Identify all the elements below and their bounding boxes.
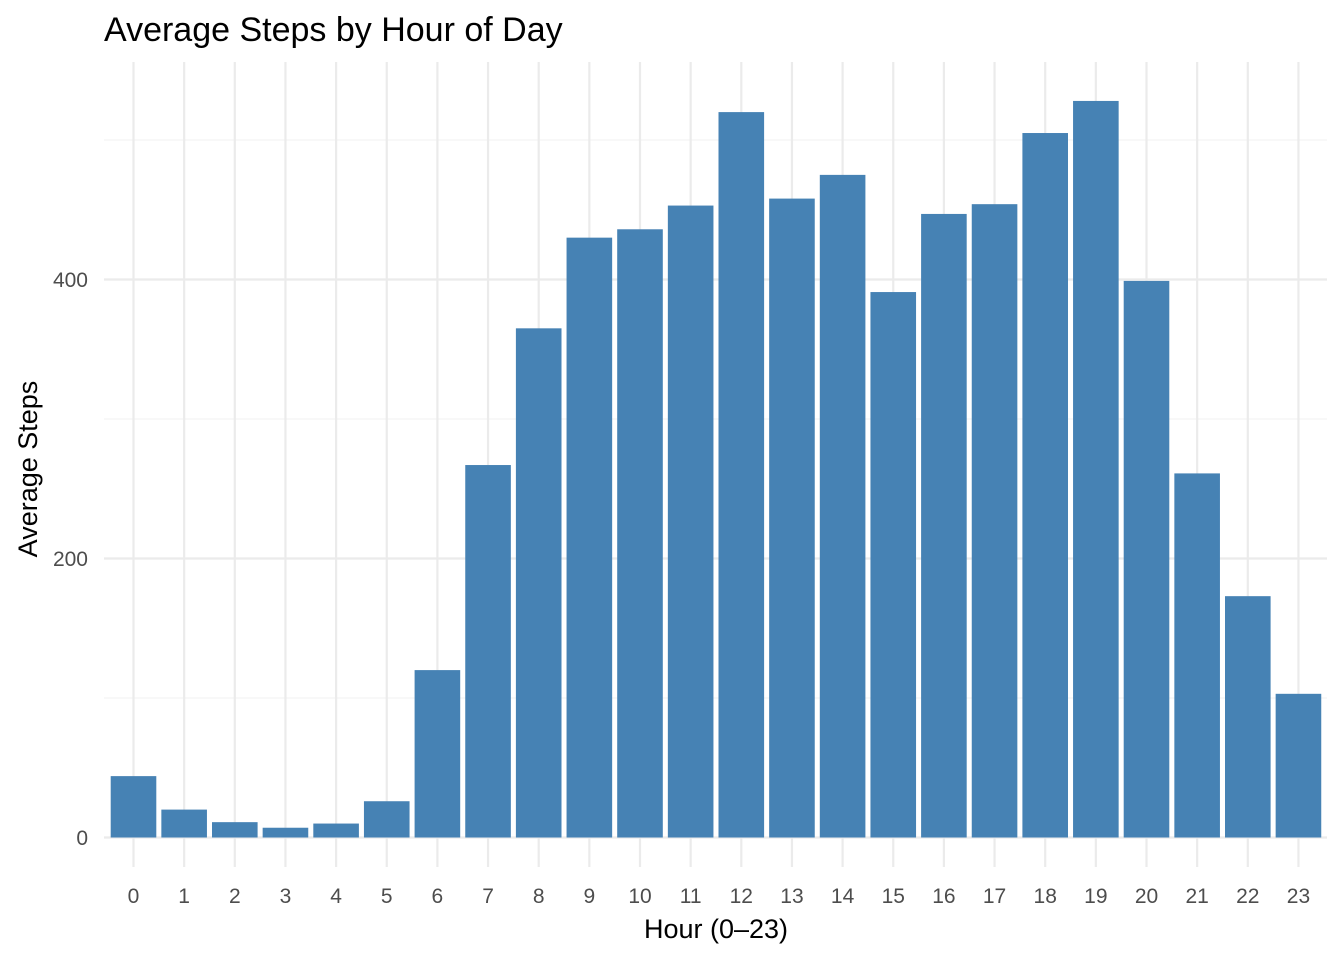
x-tick-label: 10 xyxy=(628,885,651,908)
bar-13 xyxy=(769,198,815,838)
bar-14 xyxy=(819,174,866,838)
bar-20 xyxy=(1123,280,1170,838)
bar-8 xyxy=(515,328,562,838)
x-tick-label: 9 xyxy=(584,885,596,908)
x-tick-label: 6 xyxy=(432,885,444,908)
x-tick-label: 17 xyxy=(983,885,1006,908)
bar-2 xyxy=(212,822,258,838)
x-tick-label: 22 xyxy=(1236,885,1259,908)
y-axis-ticks: 0 200 400 xyxy=(53,269,88,850)
x-tick-label: 3 xyxy=(280,885,292,908)
bar-17 xyxy=(971,204,1018,838)
y-axis-title: Average Steps xyxy=(13,381,43,558)
x-tick-label: 7 xyxy=(482,885,494,908)
bar-21 xyxy=(1174,473,1220,838)
x-tick-label: 18 xyxy=(1034,885,1057,908)
bar-4 xyxy=(313,823,359,838)
bar-3 xyxy=(262,827,309,838)
x-tick-label: 23 xyxy=(1287,885,1310,908)
bar-18 xyxy=(1022,133,1068,838)
x-tick-label: 20 xyxy=(1135,885,1158,908)
x-tick-label: 15 xyxy=(882,885,905,908)
bar-19 xyxy=(1073,100,1119,838)
chart-title: Average Steps by Hour of Day xyxy=(104,11,563,49)
y-tick-label: 200 xyxy=(53,548,88,571)
bar-6 xyxy=(414,670,461,838)
bar-0 xyxy=(110,776,157,838)
bar-10 xyxy=(617,229,663,838)
x-tick-label: 12 xyxy=(730,885,753,908)
x-tick-label: 4 xyxy=(330,885,342,908)
x-tick-label: 0 xyxy=(128,885,140,908)
y-tick-label: 400 xyxy=(53,269,88,292)
bar-15 xyxy=(870,292,917,838)
bar-9 xyxy=(566,237,613,838)
x-tick-label: 5 xyxy=(381,885,393,908)
x-tick-label: 21 xyxy=(1185,885,1208,908)
x-axis-title: Hour (0–23) xyxy=(644,914,788,944)
bar-16 xyxy=(921,213,967,838)
bar-22 xyxy=(1225,596,1271,838)
bar-12 xyxy=(718,112,765,838)
bar-1 xyxy=(161,809,207,838)
bar-5 xyxy=(363,801,410,838)
x-tick-label: 14 xyxy=(831,885,855,908)
x-tick-label: 13 xyxy=(780,885,803,908)
bar-23 xyxy=(1275,693,1322,838)
x-tick-label: 2 xyxy=(229,885,241,908)
bar-11 xyxy=(667,205,714,838)
x-tick-label: 8 xyxy=(533,885,545,908)
x-tick-label: 11 xyxy=(680,885,702,908)
bar-7 xyxy=(465,465,511,838)
x-tick-label: 19 xyxy=(1084,885,1107,908)
x-tick-label: 1 xyxy=(178,885,190,908)
x-axis-ticks: 0 1 2 3 4 5 6 7 8 9 10 11 12 13 14 15 16 17 18 19 20 21 22 23 xyxy=(128,885,1310,908)
x-tick-label: 16 xyxy=(932,885,955,908)
y-tick-label: 0 xyxy=(76,827,88,850)
bars xyxy=(110,100,1322,838)
